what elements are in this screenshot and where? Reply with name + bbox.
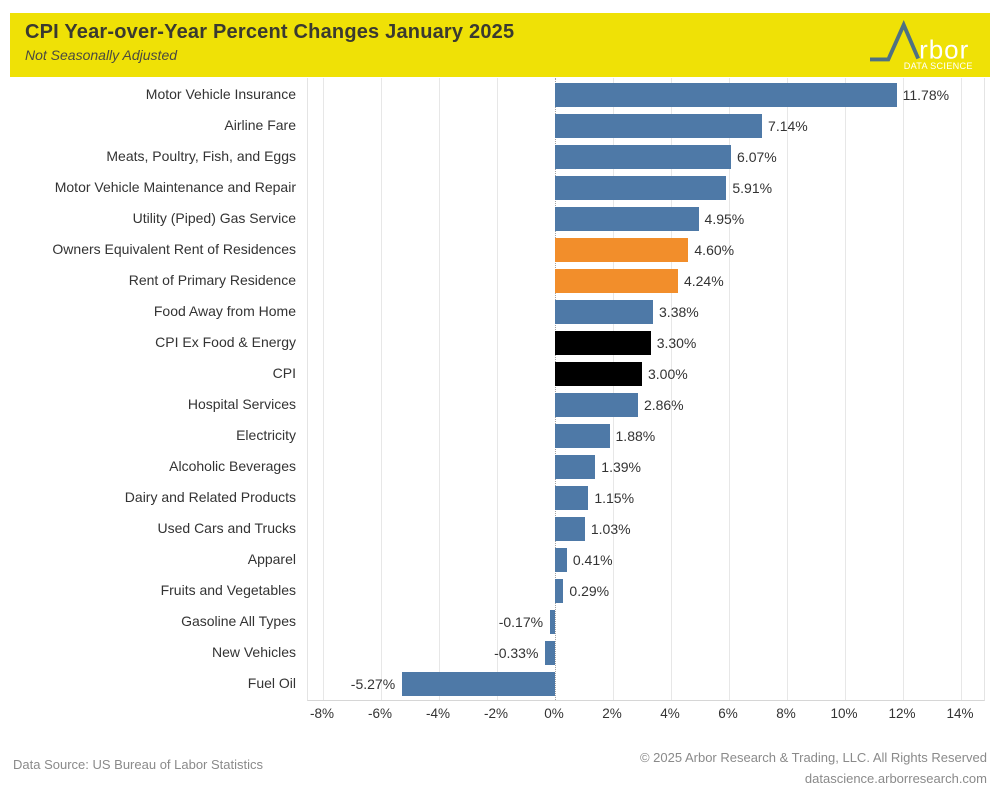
logo-brand-text: rbor xyxy=(919,35,969,65)
category-label: Owners Equivalent Rent of Residences xyxy=(52,241,296,257)
gridline xyxy=(439,78,440,700)
value-label: 1.88% xyxy=(615,427,656,444)
x-tick-label: 8% xyxy=(776,706,796,721)
category-label: Rent of Primary Residence xyxy=(128,272,296,288)
category-label: New Vehicles xyxy=(211,644,296,660)
x-tick-label: -8% xyxy=(309,706,334,721)
bar-new-vehicles[interactable] xyxy=(545,640,555,665)
data-source-caption: Data Source: US Bureau of Labor Statisti… xyxy=(13,757,264,772)
bar-meats-poultry-fish-and-eggs[interactable] xyxy=(555,144,732,169)
header-banner: CPI Year-over-Year Percent Changes Janua… xyxy=(10,13,990,77)
category-label: CPI xyxy=(272,365,296,381)
website-text: datascience.arborresearch.com xyxy=(804,770,987,786)
value-label: 7.14% xyxy=(768,117,808,134)
category-label: Airline Fare xyxy=(224,117,296,133)
gridline xyxy=(497,78,498,700)
value-label: 6.07% xyxy=(737,148,777,165)
bar-fuel-oil[interactable] xyxy=(402,671,555,696)
value-label: 1.03% xyxy=(590,520,631,537)
category-label: Used Cars and Trucks xyxy=(157,520,297,536)
copyright-text: © 2025 Arbor Research & Trading, LLC. Al… xyxy=(639,750,987,765)
value-label: 0.29% xyxy=(569,582,610,599)
bar-alcoholic-beverages[interactable] xyxy=(555,454,596,479)
x-tick-label: 2% xyxy=(602,706,622,721)
bar-hospital-services[interactable] xyxy=(555,392,638,417)
category-label: Hospital Services xyxy=(187,396,296,412)
x-tick-label: 4% xyxy=(660,706,680,721)
category-label: Utility (Piped) Gas Service xyxy=(132,210,296,226)
gridline xyxy=(961,78,962,700)
bar-owners-equivalent-rent-of-residences[interactable] xyxy=(555,237,689,262)
category-label: Food Away from Home xyxy=(153,303,296,319)
bar-used-cars-and-trucks[interactable] xyxy=(555,516,585,541)
value-label: 1.15% xyxy=(594,489,635,506)
category-label: Motor Vehicle Maintenance and Repair xyxy=(54,179,296,195)
x-axis: -8% -6% -4% -2% 0% 2% 4% 6% 8% 10% 12% 14% xyxy=(0,706,1000,728)
value-label: 0.41% xyxy=(572,551,613,568)
x-tick-label: 10% xyxy=(830,706,858,721)
category-label: Fruits and Vegetables xyxy=(160,582,296,598)
x-tick-label: -4% xyxy=(425,706,450,721)
bar-cpi[interactable] xyxy=(555,361,642,386)
value-label: 3.30% xyxy=(656,334,697,351)
bar-motor-vehicle-insurance[interactable] xyxy=(555,82,897,107)
category-label: Gasoline All Types xyxy=(181,613,296,629)
bar-motor-vehicle-maintenance-and-repair[interactable] xyxy=(555,175,727,200)
x-tick-label: -2% xyxy=(483,706,508,721)
gridline xyxy=(381,78,382,700)
value-label: 4.95% xyxy=(704,210,745,227)
copyright-block: © 2025 Arbor Research & Trading, LLC. Al… xyxy=(640,748,987,789)
x-tick-label: 12% xyxy=(888,706,916,721)
bar-rent-of-primary-residence[interactable] xyxy=(555,268,678,293)
category-label: Fuel Oil xyxy=(247,675,296,691)
gridline xyxy=(613,78,614,700)
page-subtitle: Not Seasonally Adjusted xyxy=(25,47,178,63)
bar-airline-fare[interactable] xyxy=(555,113,763,138)
bar-gasoline-all-types[interactable] xyxy=(550,609,555,634)
value-label: 2.86% xyxy=(643,396,684,413)
category-label: Apparel xyxy=(247,551,296,567)
x-tick-label: 6% xyxy=(718,706,738,721)
value-label: 1.39% xyxy=(601,458,641,475)
bar-utility-piped-gas-service[interactable] xyxy=(555,206,699,231)
category-label: CPI Ex Food & Energy xyxy=(155,334,296,350)
value-label: 4.60% xyxy=(694,241,735,258)
bar-food-away-from-home[interactable] xyxy=(555,299,654,324)
category-label: Alcoholic Beverages xyxy=(169,458,296,474)
bar-fruits-and-vegetables[interactable] xyxy=(555,578,564,603)
category-label: Meats, Poultry, Fish, and Eggs xyxy=(106,148,296,164)
gridline xyxy=(845,78,846,700)
arbor-logo: rbor DATA SCIENCE xyxy=(870,20,974,71)
plot-area: 11.78% 7.14% 6.07% 5.91% 4.95% 4.60% 4.24% 3.38… xyxy=(307,78,985,701)
bar-electricity[interactable] xyxy=(555,423,610,448)
category-label: Motor Vehicle Insurance xyxy=(145,86,296,102)
logo-tagline-text: DATA SCIENCE xyxy=(904,61,974,71)
value-label: 5.91% xyxy=(732,179,773,196)
gridline xyxy=(787,78,788,700)
value-label: -0.33% xyxy=(494,644,539,661)
x-tick-label: 0% xyxy=(544,706,564,721)
bar-cpi-ex-food-energy[interactable] xyxy=(555,330,651,355)
gridline xyxy=(729,78,730,700)
gridline xyxy=(323,78,324,700)
value-label: -0.17% xyxy=(498,613,544,630)
zero-baseline xyxy=(555,78,556,700)
bar-dairy-and-related-products[interactable] xyxy=(555,485,589,510)
logo-peak-icon xyxy=(870,20,920,62)
bar-apparel[interactable] xyxy=(555,547,567,572)
value-label: 4.24% xyxy=(683,272,724,289)
x-tick-label: 14% xyxy=(946,706,974,721)
value-label: 3.38% xyxy=(659,303,699,320)
x-tick-label: -6% xyxy=(367,706,392,721)
value-label: -5.27% xyxy=(350,675,396,692)
category-label: Dairy and Related Products xyxy=(124,489,296,505)
value-label: 3.00% xyxy=(648,365,688,382)
page-title: CPI Year-over-Year Percent Changes Janua… xyxy=(25,21,515,43)
gridline xyxy=(671,78,672,700)
category-label: Electricity xyxy=(236,427,296,443)
value-label: 11.78% xyxy=(902,86,950,103)
gridline xyxy=(903,78,904,700)
